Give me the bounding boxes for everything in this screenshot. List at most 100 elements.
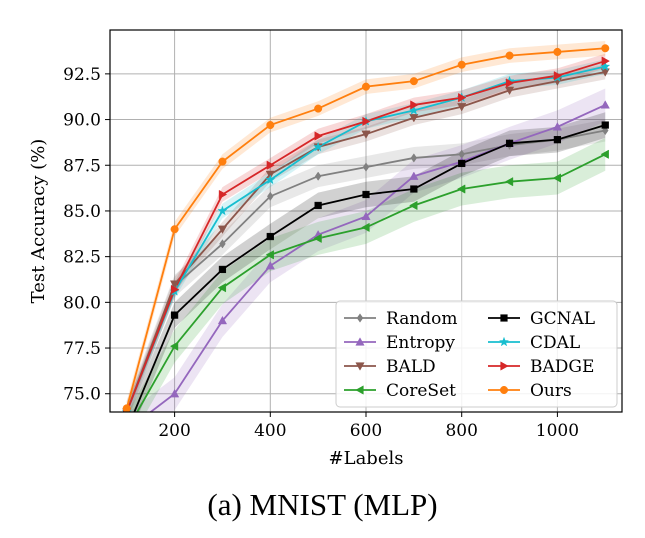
point-entropy <box>169 389 180 398</box>
y-tick-label: 87.5 <box>63 156 101 176</box>
point-ours <box>505 51 514 60</box>
y-tick-label: 85.0 <box>63 202 101 222</box>
point-badge <box>553 71 563 81</box>
point-ours <box>170 225 179 234</box>
legend-marker-ours <box>499 385 509 395</box>
point-ours <box>553 47 562 56</box>
figure-caption: (a) MNIST (MLP) <box>207 487 438 522</box>
y-axis-ticks: 75.0 77.5 80.0 82.5 85.0 87.5 90.0 92.5 <box>63 65 110 405</box>
point-entropy <box>552 122 563 131</box>
point-ours <box>218 157 227 166</box>
legend-label-random: Random <box>386 309 458 329</box>
x-tick-label: 400 <box>254 421 286 441</box>
y-axis-label: Test Accuracy (%) <box>28 139 49 304</box>
point-gcnal <box>266 232 274 241</box>
point-entropy <box>123 426 131 434</box>
legend-marker-random <box>356 313 364 323</box>
point-coreset <box>504 177 514 187</box>
point-ours <box>409 77 418 86</box>
point-entropy <box>600 100 610 109</box>
point-ours <box>266 121 275 130</box>
chart-svg: 200 400 600 800 1000 75.0 77.5 80.0 82.5 85.0 87.… <box>28 29 623 469</box>
legend-label-ours: Ours <box>530 381 572 401</box>
x-tick-label: 800 <box>445 421 477 441</box>
point-ours <box>601 44 610 53</box>
point-gcnal <box>553 136 562 144</box>
point-random <box>410 153 418 163</box>
band-coreset <box>127 137 606 412</box>
band-random <box>126 119 606 412</box>
point-gcnal <box>362 190 370 199</box>
y-tick-label: 82.5 <box>63 248 101 268</box>
band-badge <box>126 53 606 412</box>
point-coreset <box>456 184 466 194</box>
point-bald <box>361 130 371 139</box>
legend-marker-cdal <box>498 336 510 347</box>
point-random <box>314 171 322 181</box>
point-entropy <box>409 171 419 180</box>
legend-label-cdal: CDAL <box>530 333 580 353</box>
legend-label-bald: BALD <box>386 357 436 377</box>
point-bald <box>504 86 515 96</box>
point-badge <box>505 78 515 88</box>
point-cdal <box>265 174 276 185</box>
point-badge <box>266 160 276 170</box>
point-bald <box>457 103 467 112</box>
legend-marker-coreset <box>355 385 364 395</box>
x-tick-label: 1000 <box>536 421 579 441</box>
point-coreset <box>123 426 131 434</box>
point-ours <box>361 82 371 91</box>
legend-label-coreset: CoreSet <box>386 381 456 401</box>
point-coreset <box>313 233 322 243</box>
band-entropy <box>129 88 606 412</box>
point-gcnal <box>218 265 227 274</box>
legend-marker-entropy <box>355 337 365 346</box>
point-bald <box>169 280 180 289</box>
point-ours <box>457 60 466 69</box>
point-badge <box>218 189 228 200</box>
point-random <box>362 162 370 172</box>
point-ours <box>314 104 323 113</box>
point-gcnal <box>170 311 179 319</box>
legend-marker-gcnal <box>500 314 508 322</box>
point-badge <box>601 56 610 66</box>
point-badge <box>314 131 323 141</box>
y-tick-label: 92.5 <box>63 65 101 85</box>
point-gcnal <box>410 185 418 193</box>
point-gcnal <box>123 427 130 434</box>
point-badge <box>170 284 180 295</box>
point-cdal <box>313 141 324 152</box>
point-entropy <box>265 261 275 270</box>
point-cdal <box>217 205 228 216</box>
y-tick-label: 80.0 <box>63 293 101 313</box>
point-entropy <box>361 211 371 221</box>
legend: Random Entropy BALD CoreSet GCNAL CDAL BADGE Ou… <box>335 300 618 408</box>
point-gcnal <box>505 139 514 147</box>
point-badge <box>362 116 371 127</box>
x-axis-ticks: 200 400 600 800 1000 <box>158 412 579 441</box>
point-badge <box>458 93 467 103</box>
point-gcnal <box>601 121 609 129</box>
point-gcnal <box>458 159 466 168</box>
legend-label-entropy: Entropy <box>386 333 455 353</box>
point-entropy <box>217 315 228 325</box>
point-coreset <box>217 283 227 293</box>
y-tick-label: 90.0 <box>63 111 101 131</box>
point-coreset <box>265 250 274 260</box>
point-coreset <box>361 222 370 233</box>
legend-label-badge: BADGE <box>530 357 594 377</box>
point-random <box>267 191 274 201</box>
point-coreset <box>409 200 418 211</box>
legend-marker-bald <box>355 362 365 371</box>
legend-marker-badge <box>500 361 509 371</box>
point-badge <box>410 100 419 110</box>
x-tick-label: 600 <box>350 421 382 441</box>
point-bald <box>217 225 228 234</box>
y-tick-label: 75.0 <box>63 385 101 405</box>
x-tick-label: 200 <box>158 421 190 441</box>
series-markers <box>121 44 611 434</box>
legend-box <box>335 300 618 408</box>
point-coreset <box>552 173 562 183</box>
point-coreset <box>600 149 609 159</box>
legend-label-gcnal: GCNAL <box>530 309 595 329</box>
